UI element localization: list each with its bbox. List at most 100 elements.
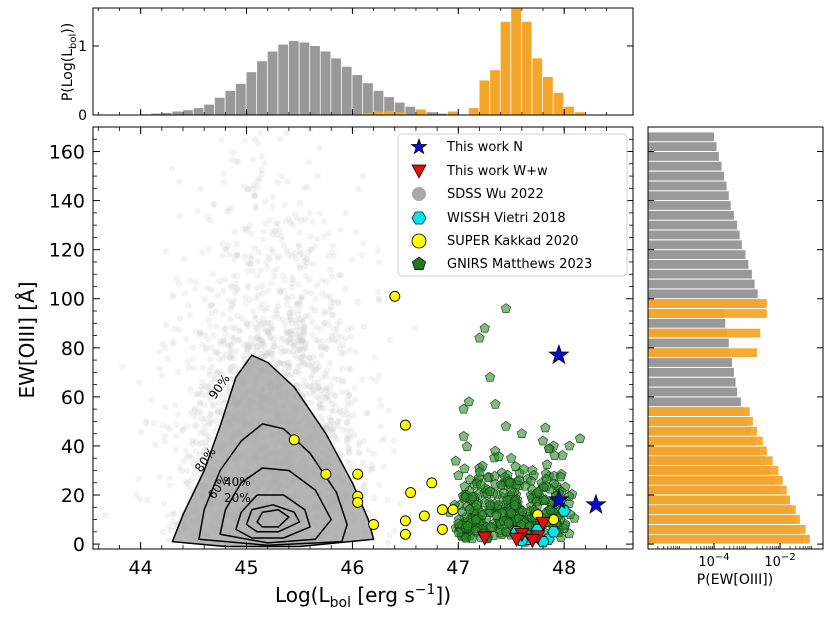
sdss-point: [166, 482, 174, 489]
right-bar-sdss: [648, 142, 717, 151]
sdss-point: [253, 334, 261, 342]
sdss-point: [136, 495, 143, 502]
sdss-point: [259, 325, 266, 332]
legend-star-marker: [410, 137, 428, 155]
right-bar-comparison: [648, 525, 806, 534]
gnirs-point: [555, 471, 566, 482]
sdss-point: [205, 421, 213, 428]
sdss-point: [247, 335, 254, 342]
sdss-point: [243, 225, 250, 232]
sdss-point: [288, 320, 295, 327]
sdss-point: [370, 464, 377, 472]
sdss-point: [210, 200, 217, 207]
sdss-point: [283, 293, 290, 301]
sdss-point: [251, 312, 259, 320]
top-bar-sdss: [214, 97, 225, 115]
sdss-point: [340, 341, 347, 349]
sdss-point: [295, 299, 302, 307]
sdss-point: [336, 408, 343, 415]
sdss-point: [289, 276, 297, 283]
sdss-point: [197, 185, 205, 192]
sdss-point: [208, 309, 215, 316]
sdss-point: [220, 337, 227, 344]
sdss-point: [186, 484, 193, 491]
sdss-point: [223, 208, 231, 215]
sdss-point: [237, 326, 244, 334]
sdss-point: [165, 536, 172, 544]
sdss-point: [342, 335, 349, 342]
sdss-point: [280, 287, 288, 294]
gnirs-point: [485, 500, 496, 510]
sdss-point: [340, 349, 348, 356]
sdss-point: [260, 353, 267, 360]
sdss-point: [197, 391, 204, 398]
sdss-point: [191, 407, 198, 414]
sdss-point: [313, 324, 320, 331]
sdss-point: [222, 384, 229, 391]
sdss-point: [196, 399, 204, 406]
sdss-point: [296, 301, 304, 308]
sdss-point: [208, 363, 215, 371]
sdss-point: [283, 130, 290, 137]
sdss-point: [176, 464, 183, 471]
sdss-point: [244, 267, 252, 274]
sdss-point: [314, 172, 321, 180]
right-bar-comparison: [648, 417, 753, 426]
right-histogram-bars: [648, 132, 810, 544]
sdss-point: [322, 373, 330, 380]
sdss-point: [229, 375, 236, 383]
sdss-point: [299, 346, 307, 353]
sdss-point: [220, 355, 227, 362]
sdss-point: [336, 345, 343, 352]
sdss-point: [346, 460, 354, 467]
sdss-point: [287, 219, 295, 226]
sdss-point: [257, 340, 264, 347]
sdss-point: [172, 446, 180, 454]
sdss-point: [185, 302, 192, 309]
sdss-point: [273, 231, 280, 239]
sdss-point: [264, 352, 271, 359]
sdss-point: [267, 325, 274, 332]
sdss-point: [221, 339, 228, 347]
sdss-point: [192, 279, 199, 286]
sdss-point: [267, 255, 274, 263]
main-panel-frame: [92, 126, 634, 550]
sdss-point: [200, 424, 208, 431]
sdss-point: [278, 173, 286, 180]
right-bar-sdss: [648, 210, 734, 220]
sdss-point: [261, 353, 268, 360]
gnirs-point: [543, 443, 554, 454]
sdss-point: [225, 297, 233, 305]
sdss-point: [376, 372, 383, 379]
sdss-point: [196, 328, 204, 336]
sdss-point: [306, 127, 313, 132]
sdss-point: [270, 335, 278, 343]
sdss-point: [338, 388, 346, 396]
sdss-point: [308, 246, 315, 253]
sdss-point: [328, 332, 335, 339]
sdss-point: [298, 357, 306, 365]
sdss-point: [236, 336, 244, 344]
sdss-point: [318, 404, 325, 412]
sdss-point: [330, 299, 337, 306]
gnirs-point: [477, 509, 488, 520]
sdss-point: [292, 368, 299, 375]
gnirs-point: [500, 420, 512, 431]
sdss-point: [326, 292, 333, 300]
sdss-point: [194, 467, 201, 474]
sdss-point: [270, 194, 277, 201]
sdss-point: [207, 396, 214, 403]
top-bar-sdss: [363, 83, 373, 115]
sdss-point: [234, 251, 241, 259]
sdss-point: [391, 527, 398, 534]
gnirs-point: [518, 463, 529, 474]
sdss-point: [259, 353, 267, 360]
sdss-point: [160, 499, 167, 507]
sdss-point: [289, 342, 297, 349]
top-bar-comparison: [468, 108, 479, 115]
sdss-point: [274, 220, 281, 227]
gnirs-point: [491, 509, 502, 520]
sdss-point: [337, 350, 345, 357]
sdss-point: [308, 365, 316, 372]
sdss-point: [264, 253, 271, 260]
